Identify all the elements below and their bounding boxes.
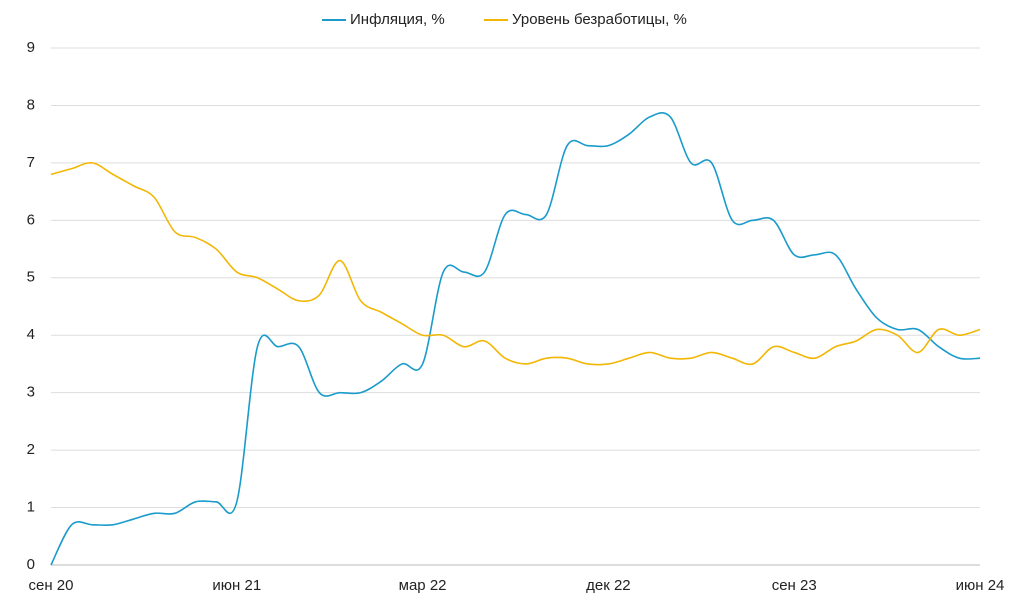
- x-tick-label: сен 23: [772, 577, 817, 594]
- y-tick-label: 1: [27, 499, 35, 516]
- y-tick-label: 8: [27, 96, 35, 113]
- y-tick-label: 7: [27, 154, 35, 171]
- y-tick-label: 5: [27, 269, 35, 286]
- x-tick-label: июн 21: [212, 577, 261, 594]
- x-tick-label: дек 22: [586, 577, 631, 594]
- x-tick-label: мар 22: [399, 577, 447, 594]
- y-tick-label: 0: [27, 556, 35, 573]
- x-tick-label: июн 24: [956, 577, 1005, 594]
- y-tick-label: 6: [27, 211, 35, 228]
- line: [50, 161, 981, 366]
- line: [50, 112, 981, 566]
- y-tick-label: 2: [27, 441, 35, 458]
- y-tick-label: 4: [27, 326, 35, 343]
- legend-label: Уровень безработицы, %: [512, 11, 687, 28]
- x-tick-label: сен 20: [29, 577, 74, 594]
- legend-label: Инфляция, %: [350, 11, 445, 28]
- y-tick-label: 9: [27, 39, 35, 56]
- y-tick-label: 3: [27, 384, 35, 401]
